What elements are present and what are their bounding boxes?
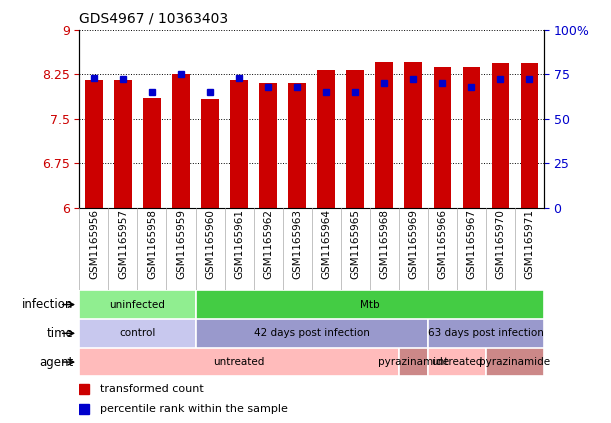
Bar xyxy=(318,70,335,208)
Text: GSM1165961: GSM1165961 xyxy=(234,209,244,279)
Text: GSM1165959: GSM1165959 xyxy=(176,209,186,279)
Text: Mtb: Mtb xyxy=(360,299,379,310)
Bar xyxy=(202,99,219,208)
Text: GSM1165963: GSM1165963 xyxy=(292,209,302,279)
Bar xyxy=(86,80,103,208)
Bar xyxy=(346,70,364,208)
Bar xyxy=(428,348,486,376)
Text: GSM1165967: GSM1165967 xyxy=(466,209,476,279)
Text: GSM1165962: GSM1165962 xyxy=(263,209,273,279)
Text: percentile rank within the sample: percentile rank within the sample xyxy=(100,404,288,414)
Text: 63 days post infection: 63 days post infection xyxy=(428,328,544,338)
Bar xyxy=(428,319,544,348)
Text: GSM1165970: GSM1165970 xyxy=(496,209,505,279)
Bar xyxy=(486,348,544,376)
Bar xyxy=(230,80,248,208)
Bar xyxy=(79,319,196,348)
Text: GDS4967 / 10363403: GDS4967 / 10363403 xyxy=(79,12,229,26)
Bar xyxy=(463,67,480,208)
Bar xyxy=(404,62,422,208)
Bar xyxy=(521,63,538,208)
Text: uninfected: uninfected xyxy=(109,299,166,310)
Text: infection: infection xyxy=(22,298,73,311)
Text: GSM1165971: GSM1165971 xyxy=(524,209,534,279)
Text: 42 days post infection: 42 days post infection xyxy=(254,328,370,338)
Bar xyxy=(172,74,190,208)
Bar xyxy=(79,348,398,376)
Text: GSM1165957: GSM1165957 xyxy=(118,209,128,279)
Bar xyxy=(79,290,196,319)
Bar xyxy=(260,83,277,208)
Bar xyxy=(375,62,393,208)
Text: untreated: untreated xyxy=(431,357,483,367)
Text: transformed count: transformed count xyxy=(100,385,204,395)
Bar xyxy=(399,348,428,376)
Bar xyxy=(491,63,509,208)
Text: GSM1165966: GSM1165966 xyxy=(437,209,447,279)
Bar xyxy=(144,98,161,208)
Bar xyxy=(288,83,306,208)
Bar xyxy=(114,80,132,208)
Text: control: control xyxy=(119,328,156,338)
Text: GSM1165969: GSM1165969 xyxy=(408,209,418,279)
Bar xyxy=(196,290,544,319)
Text: pyrazinamide: pyrazinamide xyxy=(479,357,551,367)
Text: GSM1165965: GSM1165965 xyxy=(350,209,360,279)
Text: GSM1165964: GSM1165964 xyxy=(321,209,331,279)
Text: time: time xyxy=(46,327,73,340)
Text: untreated: untreated xyxy=(213,357,265,367)
Text: GSM1165960: GSM1165960 xyxy=(205,209,215,279)
Text: agent: agent xyxy=(39,356,73,368)
Text: GSM1165956: GSM1165956 xyxy=(89,209,99,279)
Text: GSM1165968: GSM1165968 xyxy=(379,209,389,279)
Bar xyxy=(433,67,451,208)
Text: GSM1165958: GSM1165958 xyxy=(147,209,157,279)
Bar xyxy=(196,319,428,348)
Text: pyrazinamide: pyrazinamide xyxy=(378,357,448,367)
